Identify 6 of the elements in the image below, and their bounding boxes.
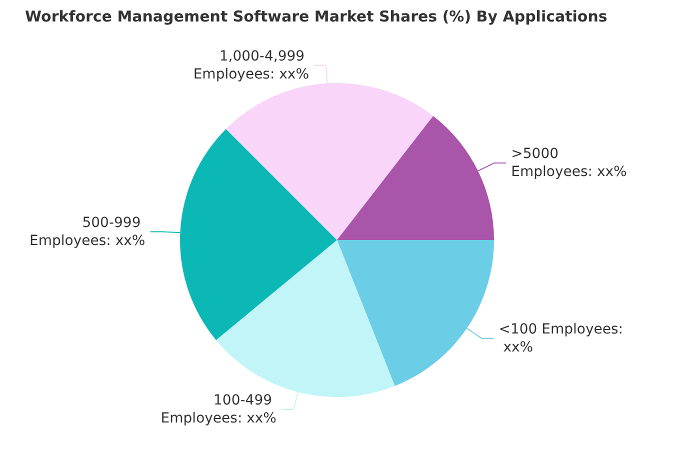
slice-label: 1,000-4,999 Employees: xx%: [193, 48, 310, 82]
slice-label: 100-499 Employees: xx%: [160, 392, 276, 426]
slice-label: <100 Employees: xx%: [498, 321, 623, 356]
slice-label: >5000 Employees: xx%: [511, 146, 627, 180]
chart-title: Workforce Management Software Market Shares (%) By Applications: [25, 8, 608, 26]
slice-label: 500-999 Employees: xx%: [30, 214, 146, 249]
